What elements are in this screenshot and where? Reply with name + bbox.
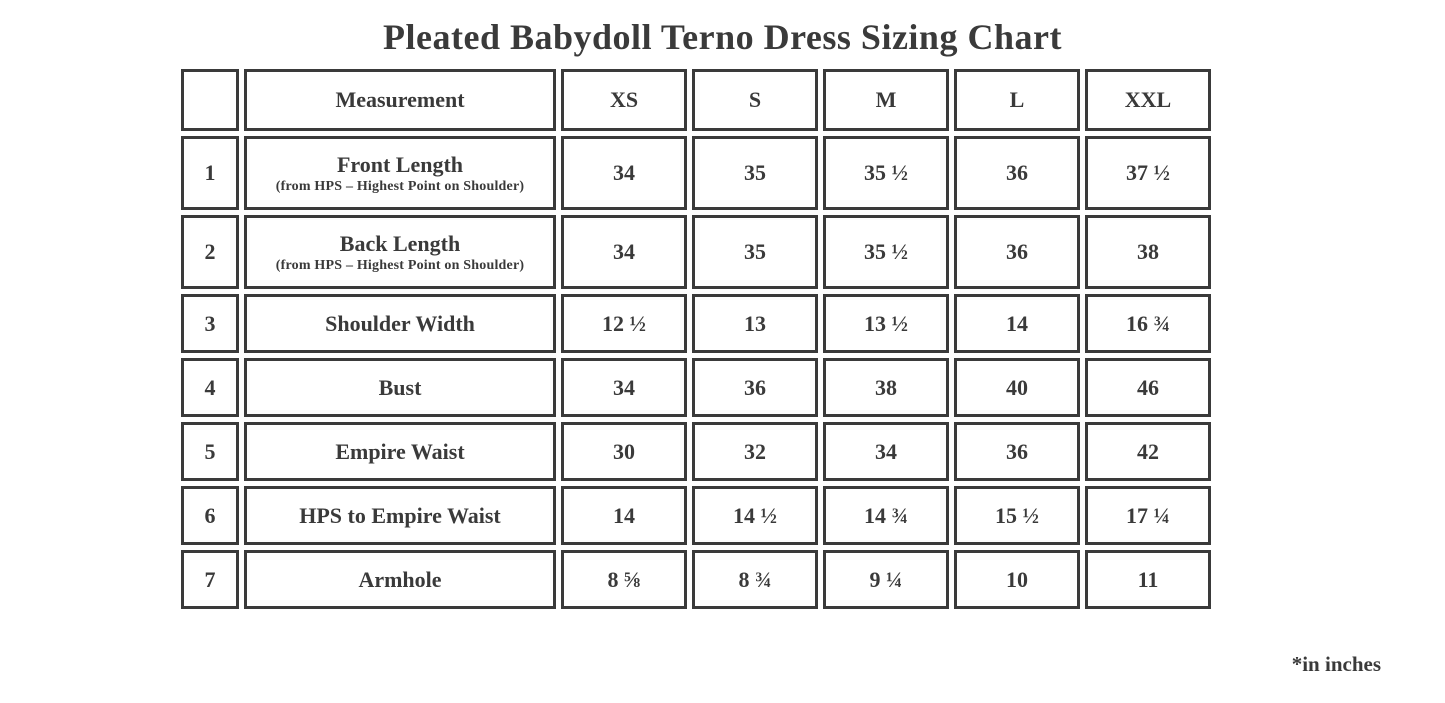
size-value-cell: 16 ¾: [1085, 294, 1211, 353]
size-value-cell: 9 ¼: [823, 550, 949, 609]
measurement-label: Empire Waist: [335, 438, 465, 464]
measurement-cell: Armhole: [244, 550, 556, 609]
measurement-cell: Bust: [244, 358, 556, 417]
sizing-chart-page: Pleated Babydoll Terno Dress Sizing Char…: [176, 17, 1381, 676]
size-value-cell: 8 ⅝: [561, 550, 687, 609]
measurement-label: Back Length: [339, 230, 461, 256]
size-value-cell: 36: [954, 422, 1080, 481]
measurement-cell: Shoulder Width: [244, 294, 556, 353]
size-value-cell: 13 ½: [823, 294, 949, 353]
size-value-cell: 34: [823, 422, 949, 481]
table-row: 1 Front Length (from HPS – Highest Point o…: [181, 136, 1211, 210]
size-value-cell: 42: [1085, 422, 1211, 481]
table-body: 1 Front Length (from HPS – Highest Point o…: [181, 136, 1211, 609]
table-header-row: Measurement XS S M L XXL: [181, 69, 1211, 131]
size-value-cell: 17 ¼: [1085, 486, 1211, 545]
size-value-cell: 34: [561, 215, 687, 289]
size-value-cell: 40: [954, 358, 1080, 417]
measurement-cell: HPS to Empire Waist: [244, 486, 556, 545]
table-row: 5 Empire Waist 30 32 34 36 42: [181, 422, 1211, 481]
measurement-sublabel: (from HPS – Highest Point on Shoulder): [275, 257, 525, 273]
row-number: 6: [181, 486, 239, 545]
size-value-cell: 36: [954, 136, 1080, 210]
size-value-cell: 10: [954, 550, 1080, 609]
row-number: 1: [181, 136, 239, 210]
row-number: 2: [181, 215, 239, 289]
size-value-cell: 46: [1085, 358, 1211, 417]
measurement-label: Shoulder Width: [325, 310, 475, 336]
size-value-cell: 11: [1085, 550, 1211, 609]
size-value-cell: 8 ¾: [692, 550, 818, 609]
row-number: 4: [181, 358, 239, 417]
table-row: 3 Shoulder Width 12 ½ 13 13 ½ 14 16 ¾: [181, 294, 1211, 353]
column-header-l: L: [954, 69, 1080, 131]
size-value-cell: 30: [561, 422, 687, 481]
column-header-xs: XS: [561, 69, 687, 131]
size-value-cell: 12 ½: [561, 294, 687, 353]
page-title: Pleated Babydoll Terno Dress Sizing Char…: [383, 17, 1062, 57]
sizing-table: Measurement XS S M L XXL 1 Front Length (from H…: [176, 64, 1216, 614]
size-value-cell: 36: [692, 358, 818, 417]
size-value-cell: 14: [561, 486, 687, 545]
measurement-label: Armhole: [358, 566, 442, 592]
size-value-cell: 14 ½: [692, 486, 818, 545]
size-value-cell: 34: [561, 358, 687, 417]
table-header: Measurement XS S M L XXL: [181, 69, 1211, 131]
table-row: 4 Bust 34 36 38 40 46: [181, 358, 1211, 417]
size-value-cell: 13: [692, 294, 818, 353]
size-value-cell: 34: [561, 136, 687, 210]
size-value-cell: 38: [1085, 215, 1211, 289]
column-header-s: S: [692, 69, 818, 131]
column-header-measurement: Measurement: [244, 69, 556, 131]
size-value-cell: 14 ¾: [823, 486, 949, 545]
size-value-cell: 37 ½: [1085, 136, 1211, 210]
measurement-label: Bust: [378, 374, 422, 400]
measurement-sublabel: (from HPS – Highest Point on Shoulder): [275, 178, 525, 194]
table-row: 6 HPS to Empire Waist 14 14 ½ 14 ¾ 15 ½ 17 ¼: [181, 486, 1211, 545]
column-header-index: [181, 69, 239, 131]
table-row: 2 Back Length (from HPS – Highest Point on…: [181, 215, 1211, 289]
size-value-cell: 35: [692, 136, 818, 210]
size-value-cell: 35 ½: [823, 136, 949, 210]
size-value-cell: 14: [954, 294, 1080, 353]
measurement-label: HPS to Empire Waist: [299, 502, 501, 528]
size-value-cell: 32: [692, 422, 818, 481]
size-value-cell: 38: [823, 358, 949, 417]
size-value-cell: 35: [692, 215, 818, 289]
size-value-cell: 36: [954, 215, 1080, 289]
size-value-cell: 15 ½: [954, 486, 1080, 545]
measurement-cell: Empire Waist: [244, 422, 556, 481]
column-header-xxl: XXL: [1085, 69, 1211, 131]
row-number: 5: [181, 422, 239, 481]
measurement-label: Front Length: [336, 151, 464, 177]
measurement-cell: Back Length (from HPS – Highest Point on …: [244, 215, 556, 289]
measurement-cell: Front Length (from HPS – Highest Point on…: [244, 136, 556, 210]
units-footnote: *in inches: [1291, 652, 1381, 676]
row-number: 3: [181, 294, 239, 353]
row-number: 7: [181, 550, 239, 609]
size-value-cell: 35 ½: [823, 215, 949, 289]
column-header-m: M: [823, 69, 949, 131]
